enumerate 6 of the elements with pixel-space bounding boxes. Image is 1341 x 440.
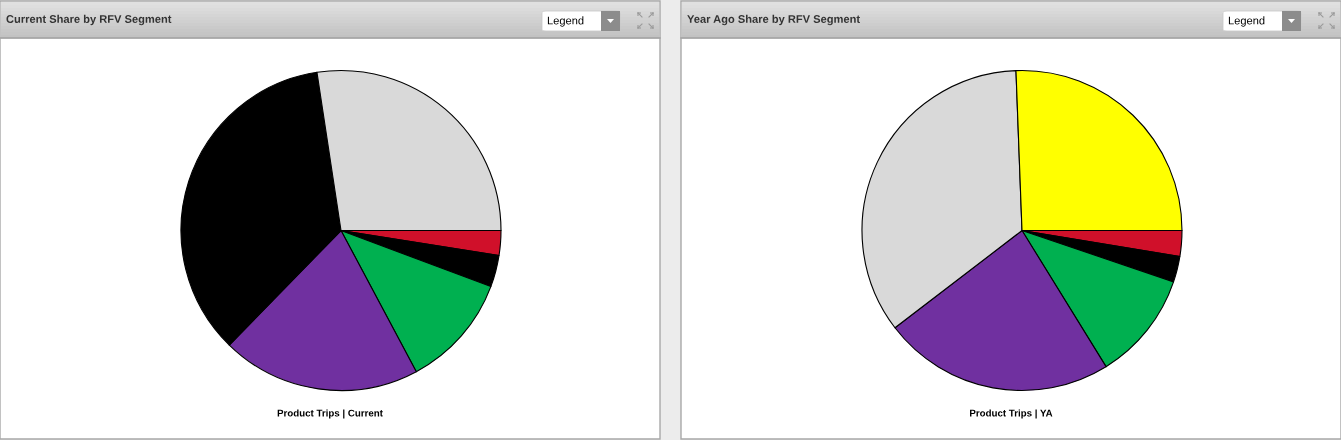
text: Product Trips | Current <box>277 409 383 419</box>
text: Legend <box>1228 16 1265 27</box>
text: Legend <box>547 16 584 27</box>
text: Product Trips | YA <box>970 409 1053 419</box>
chart-title: Year Ago Share by RFV Segment <box>687 14 860 26</box>
text: Current Share by RFV Segment <box>6 14 172 26</box>
